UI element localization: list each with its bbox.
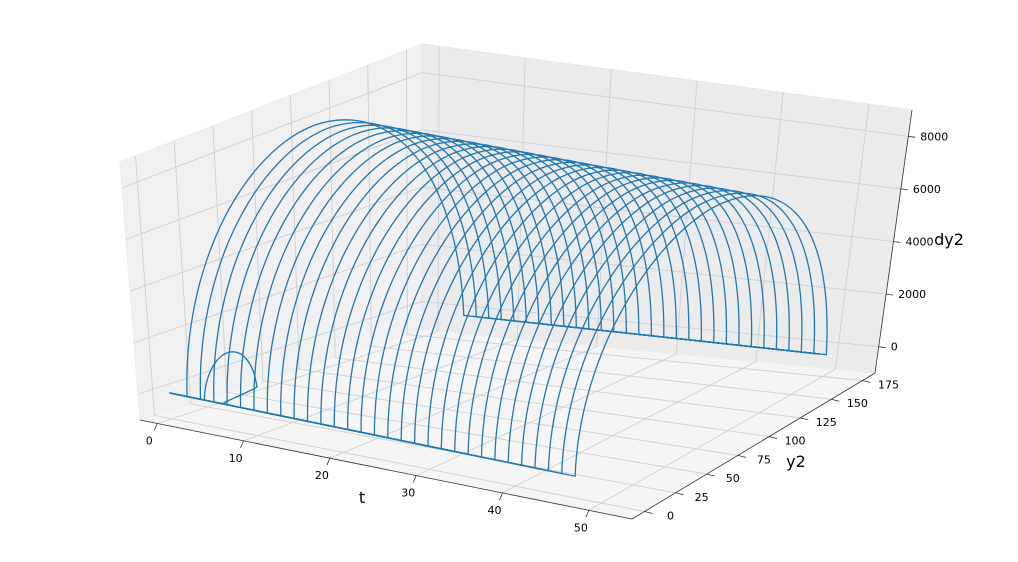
curve-line xyxy=(169,184,820,467)
x-axis-line xyxy=(139,419,633,520)
curve-line xyxy=(169,182,820,464)
y-tick xyxy=(831,398,840,402)
z-tick xyxy=(893,241,901,243)
grid-line-x xyxy=(157,46,440,424)
z-axis-label: dy2 xyxy=(934,230,964,249)
curve-line xyxy=(169,161,820,442)
y-tick-label: 125 xyxy=(816,416,837,429)
pane-back xyxy=(421,43,913,374)
y-tick xyxy=(675,492,684,496)
curve-line xyxy=(169,145,820,425)
x-tick-label: 50 xyxy=(574,521,588,534)
x-tick xyxy=(326,458,331,466)
grid-line-z xyxy=(121,72,909,189)
grid-line-x xyxy=(416,81,698,477)
x-tick-label: 20 xyxy=(315,469,329,482)
x-tick-label: 30 xyxy=(401,487,415,500)
z-tick-label: 2000 xyxy=(898,288,926,301)
z-tick-label: 6000 xyxy=(913,183,941,196)
y-axis-line xyxy=(631,372,876,520)
y-tick-label: 150 xyxy=(847,397,868,410)
z-tick xyxy=(908,135,916,138)
y-tick-label: 50 xyxy=(726,472,740,485)
tick-labels: 0 10 20 30 40 50 0 25 50 75 100 125 150 175 0 2000 4000 6… xyxy=(146,130,949,534)
x-tick xyxy=(585,510,590,518)
curve-line xyxy=(169,124,820,403)
x-tick xyxy=(499,492,503,501)
x-axis-label: t xyxy=(359,488,365,507)
curve-line xyxy=(169,166,820,447)
curve-line xyxy=(169,169,820,450)
z-tick-label: 0 xyxy=(891,341,898,354)
y-axis-label: y2 xyxy=(786,452,806,471)
z-tick xyxy=(900,188,908,191)
curve-line xyxy=(169,121,820,401)
z-tick xyxy=(878,346,886,349)
y-tick-label: 175 xyxy=(878,378,899,391)
curve-line xyxy=(169,129,820,409)
y-tick xyxy=(737,454,747,458)
curve-line xyxy=(169,194,828,477)
curve-line-small-loop xyxy=(203,351,258,405)
curve-line xyxy=(169,151,820,431)
y-tick xyxy=(800,417,809,421)
grid-line-y xyxy=(135,155,645,512)
grid-line-x xyxy=(588,104,870,511)
x-tick xyxy=(153,423,158,431)
x-tick xyxy=(240,440,244,448)
y-tick-label: 0 xyxy=(667,510,674,523)
z-tick-label: 4000 xyxy=(906,236,934,249)
curve-line xyxy=(169,192,820,475)
curve-line xyxy=(169,137,820,417)
x-tick-label: 10 xyxy=(229,452,243,465)
x-tick-label: 0 xyxy=(146,434,153,447)
y-tick-label: 75 xyxy=(757,453,771,466)
x-tick-label: 40 xyxy=(488,504,502,517)
y-tick-label: 100 xyxy=(785,435,806,448)
data-curves xyxy=(169,119,828,477)
curve-line xyxy=(169,189,820,472)
axes-panes xyxy=(119,43,913,520)
curve-line xyxy=(169,135,820,414)
y-tick-label: 25 xyxy=(695,491,709,504)
grid-line-x xyxy=(329,69,612,459)
curve-line xyxy=(169,132,820,412)
y-tick xyxy=(862,380,871,383)
curve-line xyxy=(169,179,820,461)
curve-line xyxy=(169,143,820,423)
grid-line-y xyxy=(289,95,770,438)
curve-line xyxy=(169,174,820,456)
curve-line xyxy=(169,171,820,453)
y-tick xyxy=(768,436,778,440)
curve-line xyxy=(169,140,820,420)
grid-line-y xyxy=(406,50,863,381)
y-tick xyxy=(706,473,715,477)
curve-line xyxy=(169,187,820,469)
grid-line-y xyxy=(328,80,801,419)
curve-line xyxy=(169,119,820,398)
z-tick xyxy=(886,293,894,296)
x-tick xyxy=(412,475,417,483)
grid-line-z xyxy=(125,129,901,240)
z-tick-label: 8000 xyxy=(920,130,948,143)
curve-line xyxy=(169,159,820,439)
grid-line-z xyxy=(133,243,887,344)
y-tick xyxy=(644,511,653,514)
curve-line xyxy=(169,156,820,436)
curve-line xyxy=(169,164,820,445)
grid-line-x xyxy=(502,92,784,494)
curve-line xyxy=(169,177,820,458)
curve-line xyxy=(169,153,820,434)
